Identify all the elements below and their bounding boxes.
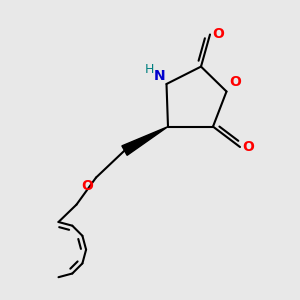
Text: N: N: [153, 68, 165, 83]
Text: O: O: [229, 74, 241, 88]
Text: O: O: [81, 179, 93, 193]
Polygon shape: [122, 127, 168, 155]
Text: O: O: [242, 140, 254, 154]
Text: H: H: [145, 63, 154, 76]
Text: O: O: [212, 28, 224, 41]
